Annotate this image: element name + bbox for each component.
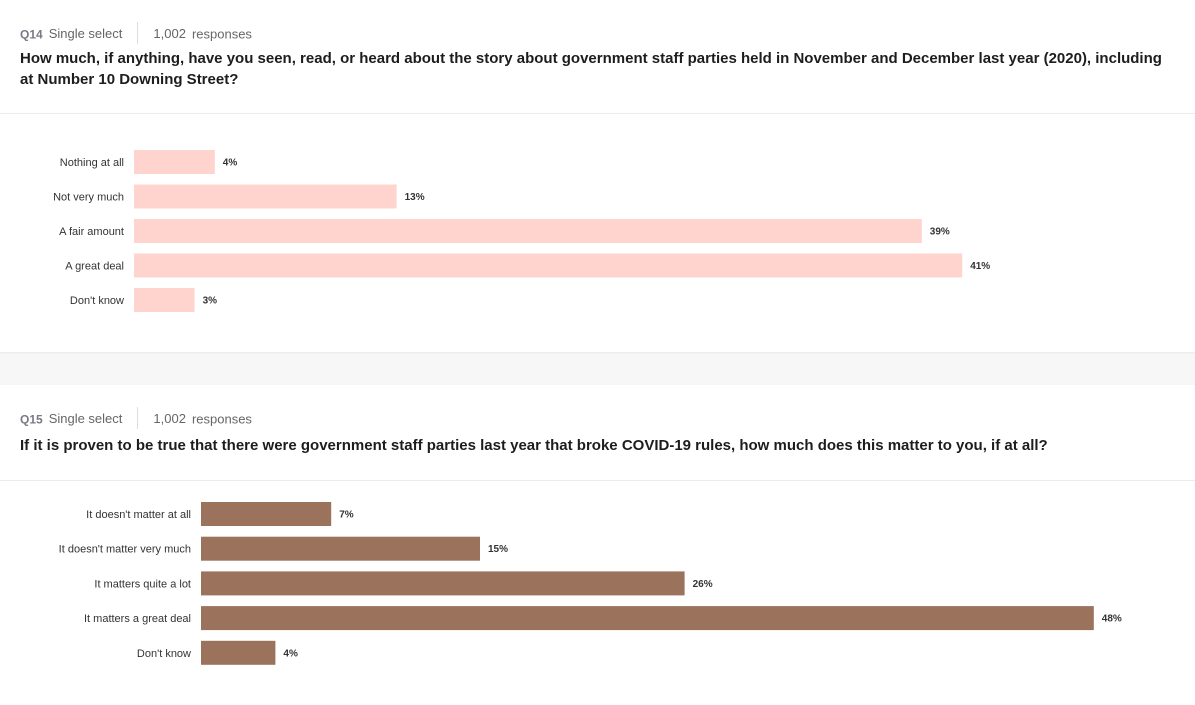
- question-meta: Q14 Single select 1,002 responses: [20, 22, 252, 46]
- category-label: Not very much: [53, 192, 124, 204]
- bar: [134, 288, 195, 312]
- question-type: Single select: [48, 411, 123, 427]
- meta-divider: [137, 407, 139, 429]
- question-meta: Q15 Single select 1,002 responses: [20, 407, 252, 431]
- bar: [134, 150, 215, 174]
- category-label: A great deal: [65, 261, 124, 273]
- bar: [201, 571, 685, 596]
- value-label: 4%: [283, 648, 298, 659]
- value-label: 13%: [405, 192, 425, 203]
- category-label: Don't know: [137, 648, 191, 660]
- bar: [201, 536, 480, 561]
- question-text: If it is proven to be true that there we…: [20, 437, 1048, 454]
- question-id: Q15: [20, 412, 43, 427]
- header-divider: [0, 113, 1195, 114]
- value-label: 39%: [930, 227, 950, 238]
- bar: [134, 253, 963, 278]
- responses-count: 1,002: [153, 411, 186, 427]
- bar: [201, 640, 276, 665]
- value-label: 48%: [1102, 614, 1122, 625]
- question-id: Q14: [20, 27, 43, 42]
- bar-chart-q15: It doesn't matter at all 7% It doesn't mat…: [59, 502, 1122, 665]
- value-label: 3%: [203, 296, 218, 307]
- value-label: 4%: [223, 158, 238, 169]
- category-label: It doesn't matter at all: [86, 509, 191, 521]
- question-card-q15: Q15 Single select 1,002 responses If it is …: [0, 385, 1195, 705]
- bar: [201, 606, 1094, 631]
- category-label: A fair amount: [59, 226, 124, 238]
- category-label: Nothing at all: [60, 157, 124, 169]
- bar: [201, 502, 332, 526]
- question-text: How much, if anything, have you seen, re…: [20, 50, 1162, 88]
- header-divider: [0, 480, 1195, 481]
- question-card-q14: Q14 Single select 1,002 responses How much,…: [0, 0, 1195, 352]
- responses-label: responses: [191, 411, 252, 427]
- responses-count: 1,002: [153, 26, 186, 42]
- bar-chart-q14: Nothing at all 4% Not very much 13% A fair a…: [53, 150, 990, 312]
- responses-label: responses: [191, 26, 252, 42]
- value-label: 15%: [488, 544, 508, 555]
- question-type: Single select: [48, 26, 123, 42]
- category-label: It matters quite a lot: [94, 578, 191, 590]
- value-label: 41%: [970, 261, 990, 272]
- bar: [134, 219, 922, 243]
- value-label: 26%: [693, 579, 713, 590]
- category-label: Don't know: [70, 295, 124, 307]
- meta-divider: [137, 22, 139, 44]
- category-label: It matters a great deal: [84, 613, 191, 625]
- value-label: 7%: [339, 510, 354, 521]
- category-label: It doesn't matter very much: [59, 544, 191, 556]
- bar: [134, 184, 397, 209]
